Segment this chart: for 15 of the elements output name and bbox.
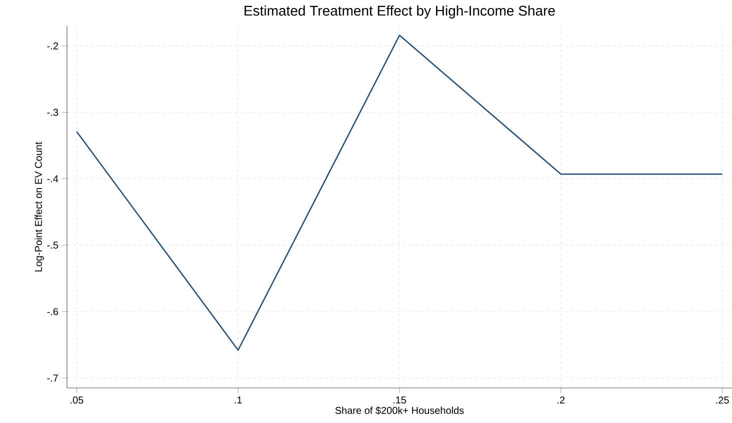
x-tick-label: .25 [716,396,729,404]
line-series [76,34,723,351]
chart-title: Estimated Treatment Effect by High-Income Share [244,5,555,18]
x-tick-label: .05 [70,396,84,404]
y-tick-label: -.6 [47,308,58,316]
y-tick-label: -.4 [47,175,58,182]
y-axis-title: Log-Point Effect on EV Count [34,142,44,272]
y-tick-label: -.5 [47,242,58,249]
x-axis-title: Share of $200k+ Households [335,406,464,415]
x-tick-label: .2 [558,396,565,404]
x-tick-label: .1 [234,396,242,404]
y-tick-label: -.7 [47,374,58,382]
y-tick-label: -.2 [47,42,58,50]
y-tick-label: -.3 [47,108,58,116]
x-tick-label: .15 [393,396,406,404]
